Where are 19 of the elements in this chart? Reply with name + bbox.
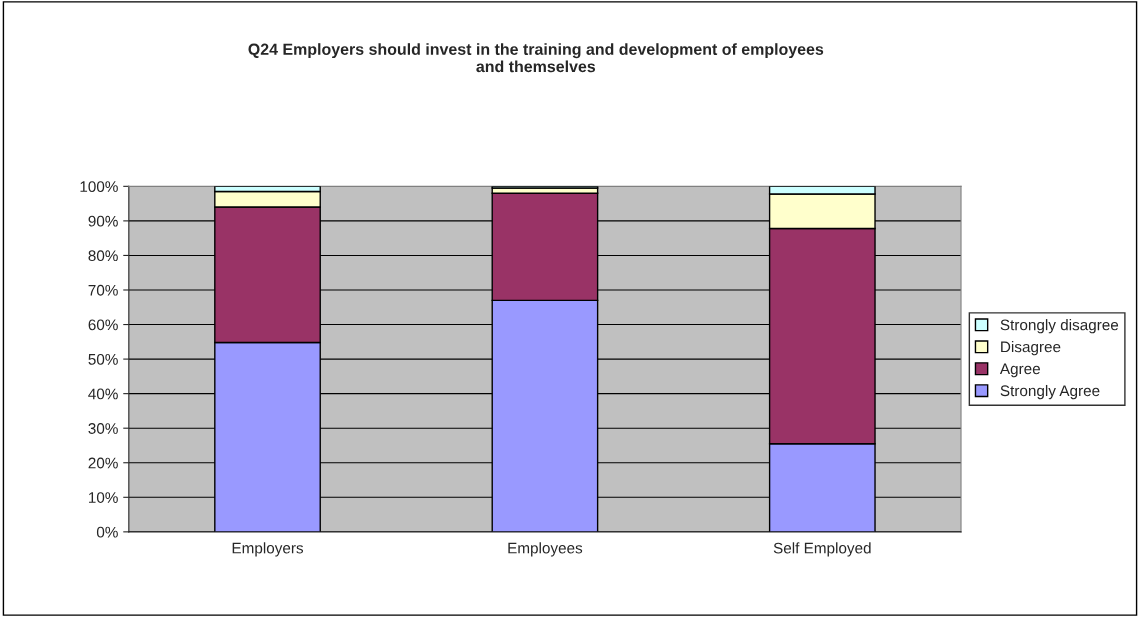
legend-label: Strongly Agree [1000, 384, 1100, 400]
chart-title: Q24 Employers should invest in the training and development of employees and themselves [248, 43, 824, 73]
y-tick-label: 100% [80, 181, 118, 193]
y-tick-label: 60% [88, 319, 118, 331]
y-tick-label: 50% [88, 353, 118, 365]
y-tick-label: 80% [88, 250, 118, 262]
x-tick-label: Employers [232, 542, 304, 557]
y-tick-label: 0% [96, 526, 118, 538]
y-tick-label: 90% [88, 215, 118, 227]
y-tick-label: 30% [88, 423, 118, 434]
legend-label: Agree [999, 363, 1040, 378]
x-tick-label: Employees [508, 542, 583, 557]
x-tick-label: Self Employed [773, 542, 871, 557]
legend-label: Strongly disagree [1000, 319, 1119, 334]
y-tick-label: 70% [88, 284, 118, 296]
y-tick-label: 40% [88, 388, 118, 400]
y-tick-label: 10% [88, 492, 118, 503]
legend-label: Disagree [1001, 341, 1061, 356]
y-tick-label: 20% [88, 457, 118, 469]
